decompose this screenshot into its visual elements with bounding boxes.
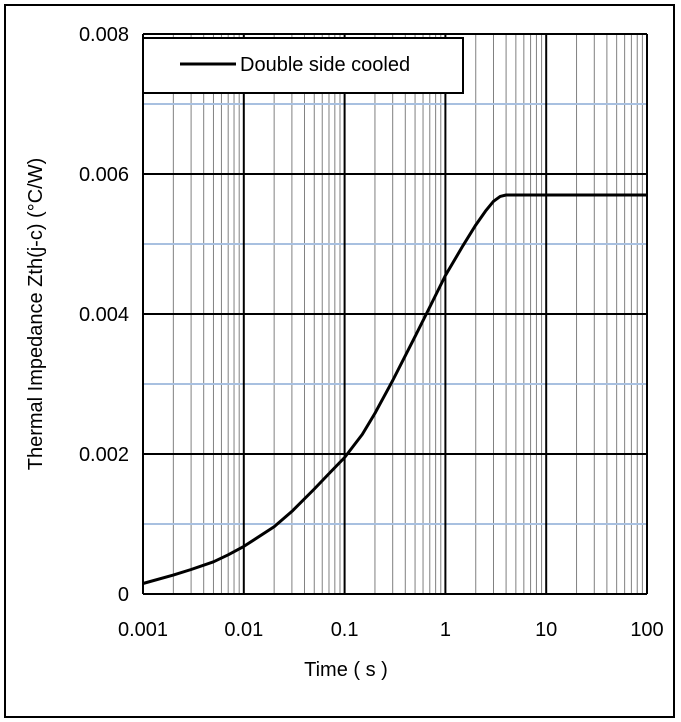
y-axis-label: Thermal Impedance Zth(j-c) (°C/W) [25,158,47,471]
minor-y-gridlines [143,103,647,525]
y-tick-label: 0.004 [79,304,129,326]
x-tick-label: 10 [535,619,557,641]
series-group [142,193,647,585]
x-tick-label: 100 [630,619,663,641]
x-tick-label: 0.1 [331,619,359,641]
legend-entry: Double side cooled [240,54,410,76]
major-gridlines [142,33,648,595]
x-tick-label: 1 [440,619,451,641]
x-axis-label: Time ( s ) [304,659,388,681]
y-tick-label: 0.006 [79,164,129,186]
x-tick-label: 0.01 [224,619,263,641]
y-tick-label: 0.002 [79,444,129,466]
tick-labels: 0.001 0.01 0.1 1 10 100 0 0.002 0.004 0.006 0.008 [79,24,664,641]
x-tick-label: 0.001 [118,619,168,641]
y-tick-label: 0.008 [79,24,129,46]
legend: Double side cooled [142,37,464,94]
series-line [142,193,647,585]
y-tick-label: 0 [118,584,129,606]
